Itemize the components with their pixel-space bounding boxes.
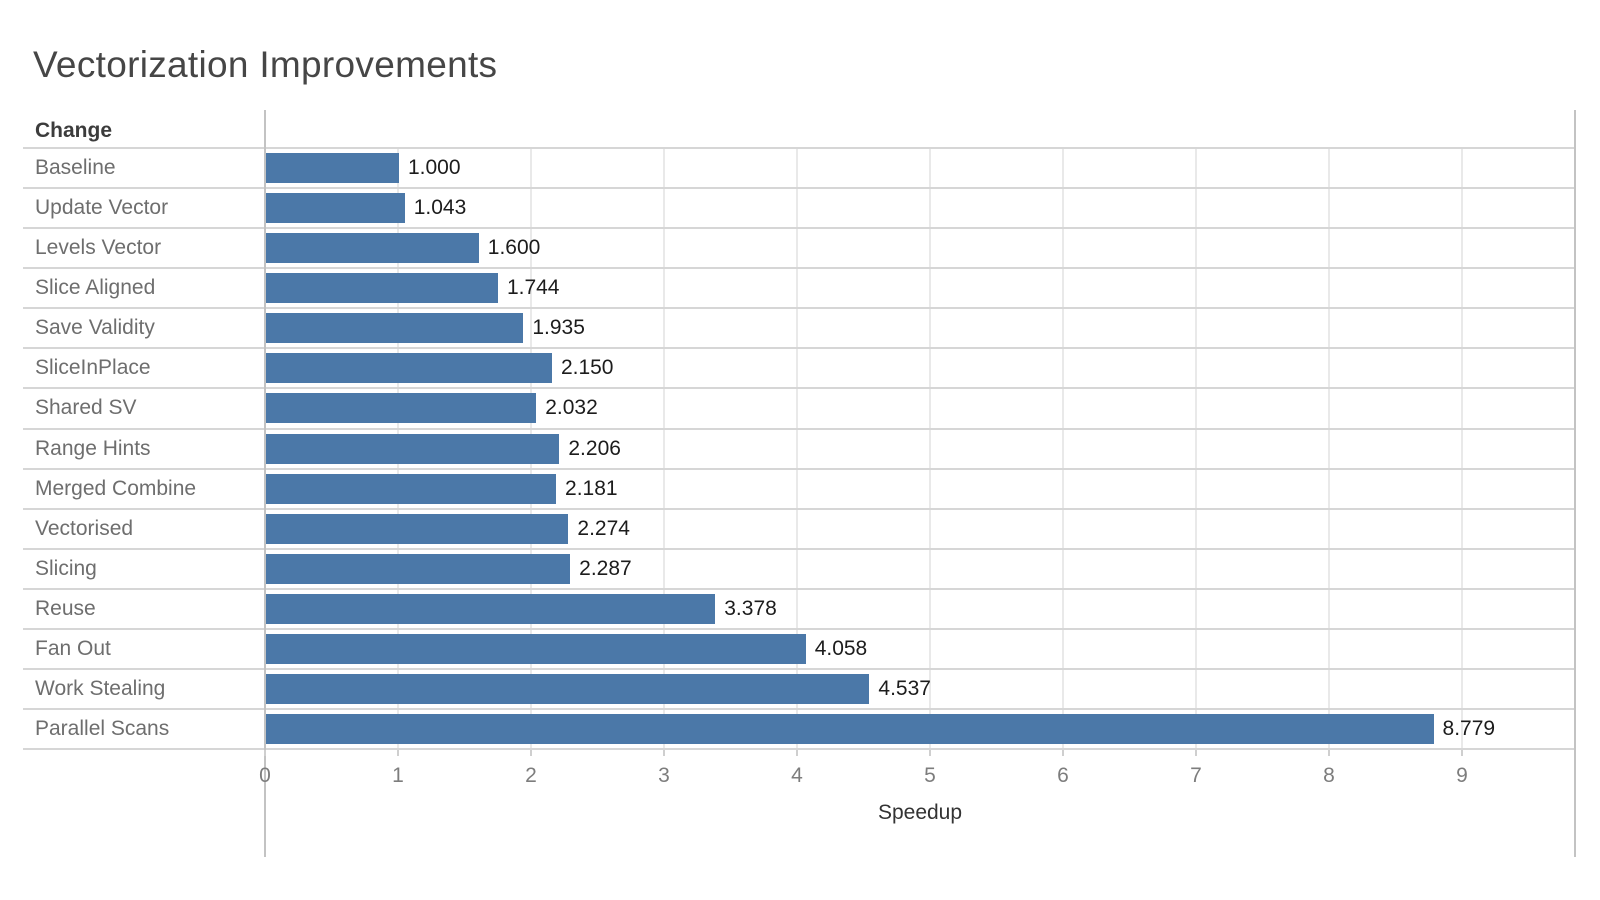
x-tick-label: 3 <box>658 764 670 788</box>
row-label[interactable]: Parallel Scans <box>35 717 170 741</box>
x-tick-mark <box>396 750 399 757</box>
y-axis-line <box>264 110 266 857</box>
plot-right-border <box>1574 110 1576 857</box>
gridline <box>1327 149 1330 750</box>
row-label[interactable]: Update Vector <box>35 196 169 220</box>
x-tick-label: 8 <box>1323 764 1335 788</box>
gridline <box>1061 149 1064 750</box>
bar[interactable] <box>266 674 870 705</box>
row-separator <box>23 267 1575 270</box>
row-label[interactable]: SliceInPlace <box>35 356 151 380</box>
row-label[interactable]: Vectorised <box>35 516 134 540</box>
row-separator <box>23 147 1575 149</box>
x-tick-label: 7 <box>1190 764 1202 788</box>
value-label: 2.150 <box>560 356 614 380</box>
row-separator <box>23 708 1575 711</box>
value-label: 2.206 <box>568 436 621 460</box>
value-label: 2.032 <box>545 396 598 420</box>
bar[interactable] <box>266 473 557 504</box>
bar[interactable] <box>266 233 479 264</box>
chart-title: Vectorization Improvements <box>33 44 498 85</box>
row-label[interactable]: Work Stealing <box>35 677 166 701</box>
x-tick-label: 0 <box>259 764 271 788</box>
row-separator <box>23 187 1575 190</box>
bar[interactable] <box>266 433 560 464</box>
x-tick-label: 2 <box>525 764 537 788</box>
value-label: 1.000 <box>407 156 461 179</box>
row-separator <box>23 467 1575 470</box>
row-header-change: Change <box>35 119 113 142</box>
value-label: 2.181 <box>565 476 618 500</box>
gridline <box>795 149 798 750</box>
row-label[interactable]: Merged Combine <box>35 476 197 500</box>
value-label: 1.043 <box>413 196 467 220</box>
x-tick-mark <box>795 750 798 757</box>
bar[interactable] <box>266 353 552 384</box>
bar[interactable] <box>266 593 716 624</box>
x-tick-mark <box>1194 750 1197 757</box>
bar[interactable] <box>266 193 405 224</box>
x-tick-label: 5 <box>924 764 936 788</box>
row-label[interactable]: Baseline <box>35 156 116 179</box>
x-axis-title: Speedup <box>877 801 963 824</box>
row-separator <box>23 227 1575 230</box>
gridline <box>928 149 931 750</box>
gridline <box>1194 149 1197 750</box>
x-tick-mark <box>529 750 532 757</box>
row-label[interactable]: Levels Vector <box>35 236 162 260</box>
gridline <box>1460 149 1463 750</box>
row-separator <box>23 387 1575 390</box>
row-separator <box>23 307 1575 310</box>
x-tick-mark <box>928 750 931 757</box>
x-tick-label: 1 <box>392 764 404 788</box>
row-separator <box>23 668 1575 671</box>
x-tick-label: 6 <box>1057 764 1069 788</box>
bar[interactable] <box>266 273 498 304</box>
value-label: 2.274 <box>577 516 630 540</box>
x-tick-mark <box>1061 750 1064 757</box>
gridline <box>662 149 665 750</box>
x-axis-line <box>23 748 1575 751</box>
bar[interactable] <box>266 714 1434 745</box>
row-separator <box>23 627 1575 630</box>
row-separator <box>23 507 1575 510</box>
bar[interactable] <box>266 153 399 183</box>
bar[interactable] <box>266 313 524 344</box>
row-label[interactable]: Slice Aligned <box>35 276 156 300</box>
value-label: 4.058 <box>814 636 868 660</box>
value-label: 1.600 <box>487 236 541 260</box>
bar[interactable] <box>266 513 569 544</box>
bar[interactable] <box>266 393 537 424</box>
x-tick-label: 9 <box>1456 764 1468 788</box>
x-tick-mark <box>662 750 665 757</box>
x-tick-mark <box>264 750 266 757</box>
value-label: 4.537 <box>878 677 931 701</box>
value-label: 1.935 <box>532 316 585 340</box>
bar[interactable] <box>266 553 571 584</box>
value-label: 1.744 <box>506 276 560 300</box>
row-label[interactable]: Save Validity <box>35 316 155 340</box>
row-separator <box>23 347 1575 350</box>
row-separator <box>23 547 1575 550</box>
x-tick-mark <box>1460 750 1463 757</box>
bar[interactable] <box>266 633 806 664</box>
x-tick-label: 4 <box>791 764 803 788</box>
row-label[interactable]: Reuse <box>35 596 96 620</box>
row-separator <box>23 587 1575 590</box>
row-label[interactable]: Slicing <box>35 556 97 580</box>
row-label[interactable]: Range Hints <box>35 436 151 460</box>
value-label: 8.779 <box>1442 717 1496 741</box>
row-label[interactable]: Shared SV <box>35 396 137 420</box>
row-separator <box>23 427 1575 430</box>
value-label: 2.287 <box>579 556 632 580</box>
row-label[interactable]: Fan Out <box>35 636 111 660</box>
value-label: 3.378 <box>724 596 777 620</box>
x-tick-mark <box>1327 750 1330 757</box>
